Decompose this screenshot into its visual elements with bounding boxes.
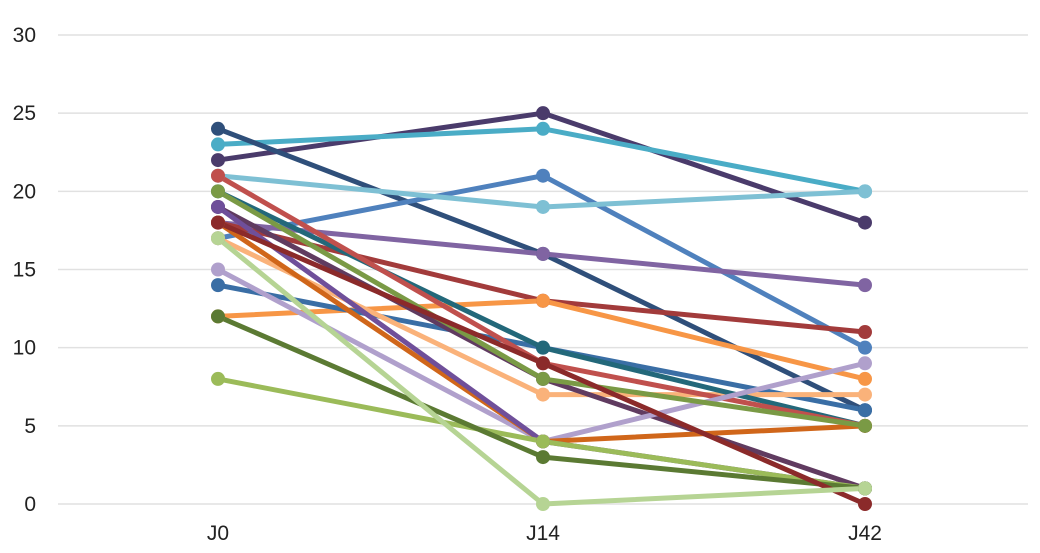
data-point-series-18-J14 bbox=[536, 450, 550, 465]
data-point-series-2-J0 bbox=[211, 137, 225, 152]
data-point-series-8-J14 bbox=[536, 293, 550, 308]
data-point-series-4-J14 bbox=[536, 168, 550, 183]
data-point-series-7-J42 bbox=[858, 325, 872, 340]
x-axis-tick-labels: J0 J14 J42 bbox=[207, 522, 882, 545]
data-point-series-5-J42 bbox=[858, 184, 872, 199]
data-point-series-9-J42 bbox=[858, 403, 872, 418]
series-markers bbox=[211, 106, 872, 511]
data-point-series-20-J42 bbox=[858, 497, 872, 511]
y-tick-label: 0 bbox=[24, 493, 36, 516]
data-point-series-18-J0 bbox=[211, 309, 225, 324]
data-point-series-4-J42 bbox=[858, 340, 872, 355]
x-tick-label: J0 bbox=[207, 522, 229, 545]
data-point-series-5-J14 bbox=[536, 199, 550, 214]
data-point-series-20-J0 bbox=[211, 215, 225, 230]
data-point-series-1-J42 bbox=[858, 215, 872, 230]
data-point-series-8-J42 bbox=[858, 371, 872, 386]
data-point-series-20-J14 bbox=[536, 356, 550, 371]
x-tick-label: J42 bbox=[848, 522, 882, 545]
data-point-series-17-J0 bbox=[211, 371, 225, 386]
y-axis-tick-labels: 0 5 10 15 20 25 30 bbox=[13, 24, 36, 516]
data-point-series-19-J14 bbox=[536, 371, 550, 386]
data-point-series-11-J14 bbox=[536, 340, 550, 355]
data-point-series-6-J42 bbox=[858, 278, 872, 293]
data-point-series-21-J0 bbox=[211, 231, 225, 246]
data-point-series-1-J0 bbox=[211, 153, 225, 168]
x-tick-label: J14 bbox=[526, 522, 560, 545]
data-point-series-16-J0 bbox=[211, 199, 225, 214]
data-point-series-2-J14 bbox=[536, 121, 550, 136]
data-point-series-21-J14 bbox=[536, 497, 550, 511]
data-point-series-19-J0 bbox=[211, 184, 225, 199]
data-point-series-12-J0 bbox=[211, 168, 225, 183]
data-point-series-14-J0 bbox=[211, 262, 225, 277]
y-tick-label: 5 bbox=[24, 415, 36, 438]
data-point-series-10-J42 bbox=[858, 387, 872, 402]
y-tick-label: 10 bbox=[13, 337, 36, 360]
data-point-series-10-J14 bbox=[536, 387, 550, 402]
data-point-series-3-J0 bbox=[211, 121, 225, 136]
y-tick-label: 25 bbox=[13, 102, 36, 125]
data-point-series-19-J42 bbox=[858, 418, 872, 433]
data-point-series-17-J14 bbox=[536, 434, 550, 449]
gridlines bbox=[58, 34, 1028, 505]
y-tick-label: 20 bbox=[13, 180, 36, 203]
data-point-series-9-J0 bbox=[211, 278, 225, 293]
data-point-series-1-J14 bbox=[536, 106, 550, 121]
y-tick-label: 15 bbox=[13, 259, 36, 282]
y-tick-label: 30 bbox=[13, 24, 36, 47]
data-point-series-21-J42 bbox=[858, 481, 872, 496]
data-point-series-6-J14 bbox=[536, 246, 550, 261]
data-point-series-14-J42 bbox=[858, 356, 872, 371]
